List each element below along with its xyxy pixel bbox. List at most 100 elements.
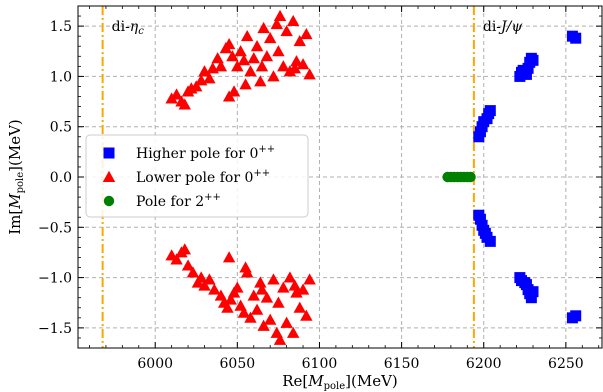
y-axis-label: Im[Mpole](MeV) (6, 119, 26, 235)
higher-pole-marker (520, 68, 532, 80)
x-tick-label: 6250 (548, 356, 584, 372)
lower-pole-marker (250, 303, 264, 315)
lower-pole-marker (263, 31, 277, 44)
lower-pole-marker (170, 253, 183, 265)
higher-pole-marker (484, 235, 496, 247)
lower-pole-marker (300, 27, 313, 40)
lower-pole-marker (247, 52, 260, 64)
lower-pole-marker (231, 60, 244, 72)
di-jpsi-label: di-J/ψ (483, 19, 524, 35)
lower-pole-marker (257, 21, 270, 34)
lower-pole-marker (257, 319, 270, 331)
x-tick-label: 6000 (137, 356, 173, 372)
x-tick-label: 6050 (220, 356, 256, 372)
threshold-annotations: di-ηc di-J/ψ (112, 19, 524, 37)
lower-pole-marker (190, 80, 203, 92)
x-tick-label: 6200 (466, 356, 502, 372)
lower-pole-marker (270, 17, 283, 30)
lower-pole-marker (277, 60, 290, 72)
lower-pole-marker (231, 281, 244, 293)
lower-pole-marker (283, 65, 297, 77)
y-tick-label: 0.5 (50, 120, 72, 136)
x-tick-label: 6100 (302, 356, 338, 372)
lower-pole-marker (244, 311, 257, 323)
lower-pole-marker (224, 293, 237, 305)
lower-pole-marker (273, 333, 287, 345)
lower-pole-marker (181, 259, 195, 271)
lower-pole-marker (203, 273, 216, 285)
lower-pole-marker (211, 52, 224, 64)
lower-pole-marker (237, 54, 251, 66)
lower-pole-marker (286, 326, 300, 338)
y-tick-label: −0.5 (38, 220, 72, 236)
lower-pole-marker (239, 78, 252, 90)
lower-pole-marker (293, 301, 306, 313)
lower-pole-marker (255, 283, 269, 295)
lower-pole-marker (237, 306, 251, 318)
higher-pole-marker (570, 310, 582, 322)
lower-pole-marker (272, 45, 285, 57)
lower-pole-marker (234, 45, 247, 57)
legend-lower-pole-marker (102, 170, 116, 182)
higher-pole-marker (525, 292, 537, 304)
lower-pole-marker (178, 243, 191, 255)
legend-higher-pole-marker (103, 147, 115, 159)
lower-pole-marker (247, 289, 260, 301)
legend-box (85, 134, 309, 218)
legend-tensor-pole-marker (103, 195, 115, 207)
tensor-pole-marker (465, 171, 476, 183)
higher-pole-marker (527, 286, 539, 298)
lower-pole-marker (280, 316, 293, 328)
y-tick-label: 1.0 (50, 69, 72, 85)
lower-pole-marker (239, 261, 252, 273)
lower-pole-marker (170, 88, 183, 100)
y-tick-label: −1.0 (38, 271, 72, 287)
lower-pole-marker (263, 313, 277, 325)
lower-pole-marker (267, 70, 280, 82)
lower-pole-marker (198, 65, 211, 77)
x-tick-label: 6150 (384, 356, 420, 372)
lower-pole-marker (214, 60, 228, 72)
legend-label: Pole for 2++ (136, 192, 221, 210)
lower-pole-marker (240, 29, 254, 42)
lower-pole-marker (254, 75, 267, 87)
lower-pole-marker (290, 286, 303, 298)
higher-pole-marker (522, 62, 534, 74)
lower-pole-marker (186, 266, 200, 278)
lower-pole-marker (178, 98, 191, 110)
y-tick-label: 0.0 (50, 170, 72, 186)
lower-pole-marker (303, 68, 316, 80)
lower-pole-marker (280, 24, 293, 37)
legend: Higher pole for 0++ Lower pole for 0++ Pol… (85, 134, 309, 218)
lower-pole-marker (221, 301, 234, 313)
lower-pole-marker (283, 271, 297, 283)
lower-pole-marker (254, 276, 267, 288)
lower-pole-marker (198, 279, 211, 291)
legend-label: Higher pole for 0++ (136, 144, 275, 162)
lower-pole-marker (222, 38, 236, 50)
lower-pole-marker (290, 55, 303, 67)
higher-pole-marker (484, 105, 496, 117)
x-axis-label: Re[Mpole](MeV) (282, 372, 398, 392)
lower-pole-marker (222, 90, 236, 102)
lower-pole-marker (288, 279, 302, 291)
lower-pole-marker (267, 273, 280, 285)
axis-labels: Re[Mpole](MeV) Im[Mpole](MeV) (6, 119, 398, 392)
lower-pole-marker (255, 60, 269, 72)
lower-pole-marker (277, 281, 290, 293)
lower-pole-marker (194, 271, 208, 283)
lower-pole-marker (244, 65, 257, 77)
lower-pole-marker (208, 283, 221, 295)
lower-pole-marker (296, 283, 310, 295)
di-etac-label: di-ηc (112, 19, 145, 37)
y-tick-label: −1.5 (38, 321, 72, 337)
lower-pole-marker (260, 50, 274, 62)
data-points (165, 9, 582, 345)
lower-pole-marker (273, 9, 287, 22)
higher-pole-marker (474, 213, 486, 225)
lower-pole-marker (286, 14, 300, 27)
lower-pole-marker (296, 58, 310, 70)
lower-pole-marker (222, 251, 236, 263)
lower-pole-marker (288, 62, 302, 74)
